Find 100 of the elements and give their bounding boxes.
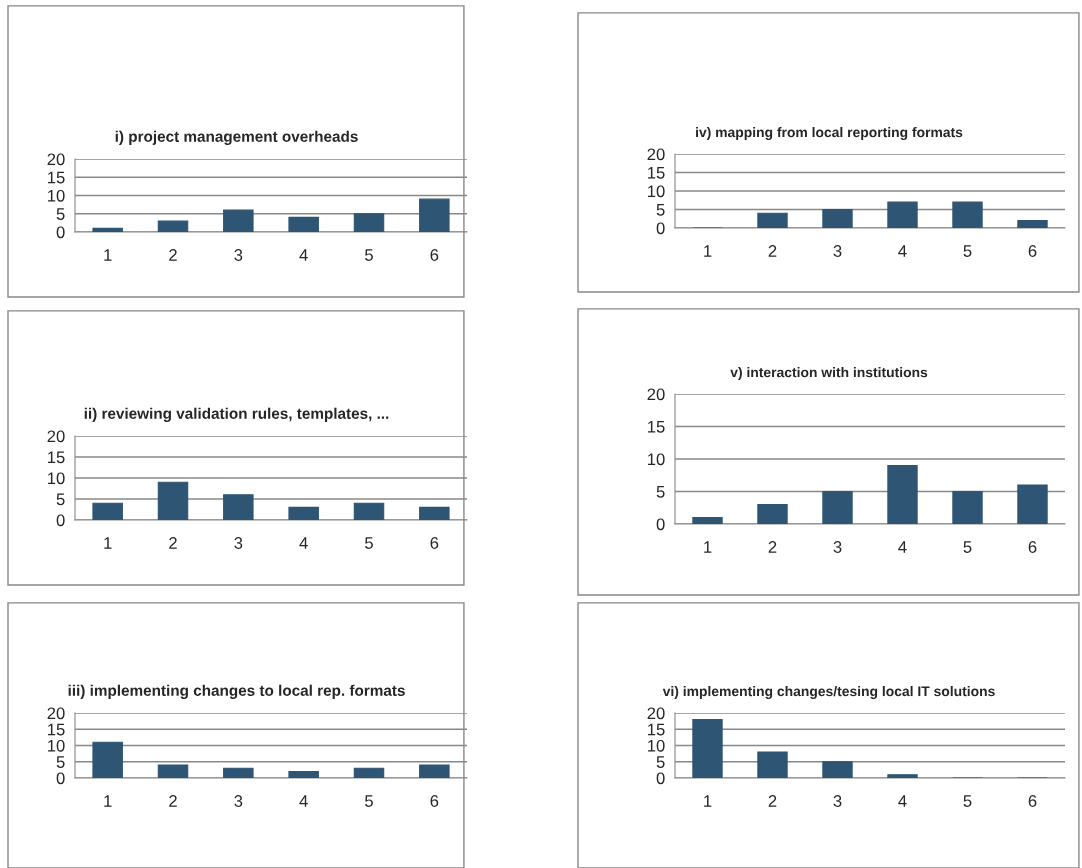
x-tick-label: 4 [299, 537, 308, 549]
bar [419, 764, 450, 778]
bar [757, 212, 788, 228]
x-tick-label: 3 [833, 541, 842, 553]
bar [1017, 220, 1048, 228]
x-tick-label: 3 [833, 245, 842, 257]
bar [1017, 484, 1048, 524]
bar [92, 227, 123, 232]
x-tick-label: 4 [898, 245, 907, 257]
bar [92, 741, 123, 778]
y-tick-label: 15 [48, 171, 65, 184]
x-tick-label: 4 [299, 795, 308, 807]
bar [223, 494, 254, 520]
x-tick-label: 2 [768, 541, 777, 553]
y-tick-label: 5 [656, 204, 665, 216]
bar [288, 506, 319, 520]
x-tick-label: 5 [365, 537, 373, 549]
bar [353, 767, 385, 778]
y-tick-label: 20 [47, 707, 65, 720]
bar [822, 208, 853, 228]
bar [887, 464, 918, 524]
y-tick-label: 10 [648, 453, 665, 466]
y-tick-label: 10 [48, 739, 65, 752]
x-tick-label: 2 [768, 795, 777, 807]
bar [157, 764, 189, 778]
bar [887, 774, 918, 778]
y-tick-label: 20 [47, 430, 65, 443]
bar [157, 481, 189, 520]
x-tick-label: 2 [768, 245, 777, 257]
y-tick-label: 15 [48, 723, 65, 736]
x-tick-label: 6 [1028, 795, 1037, 807]
x-tick-label: 4 [898, 795, 907, 807]
x-tick-label: 2 [169, 537, 177, 549]
bar [692, 516, 723, 524]
x-tick-label: 1 [704, 541, 712, 553]
x-tick-label: 2 [169, 795, 177, 807]
y-tick-label: 5 [656, 486, 665, 498]
x-tick-label: 6 [430, 795, 439, 807]
y-tick-label: 20 [647, 148, 665, 161]
y-tick-label: 20 [647, 707, 665, 720]
x-tick-label: 1 [104, 537, 112, 549]
x-tick-label: 1 [104, 249, 112, 261]
bar [952, 490, 983, 524]
y-tick-label: 10 [648, 185, 665, 198]
bar [757, 503, 788, 524]
y-tick-label: 10 [48, 189, 65, 202]
bar [822, 490, 853, 524]
x-tick-label: 1 [704, 245, 712, 257]
bar [288, 770, 319, 778]
x-tick-label: 1 [704, 795, 712, 807]
y-tick-label: 15 [648, 421, 665, 433]
x-tick-label: 6 [1028, 541, 1037, 553]
y-tick-label: 0 [656, 222, 665, 235]
y-tick-label: 20 [647, 388, 665, 401]
x-tick-label: 5 [963, 541, 972, 553]
x-tick-label: 5 [365, 249, 373, 261]
bar [223, 767, 254, 778]
x-tick-label: 5 [963, 245, 972, 257]
x-tick-label: 1 [104, 795, 112, 807]
bar [157, 220, 189, 232]
x-tick-label: 4 [898, 541, 907, 553]
chart-title: vi) implementing changes/tesing local IT solutions [662, 685, 995, 699]
bar [92, 502, 123, 520]
y-tick-label: 5 [56, 493, 65, 506]
y-tick-label: 15 [48, 451, 65, 464]
chart-title: ii) reviewing validation rules, templates, ... [84, 407, 389, 422]
x-tick-label: 5 [365, 795, 373, 807]
y-tick-label: 10 [48, 472, 65, 485]
x-tick-label: 3 [234, 249, 243, 261]
bar [692, 718, 723, 778]
x-tick-label: 6 [430, 537, 439, 549]
bar [353, 502, 385, 520]
x-tick-label: 5 [963, 795, 972, 807]
x-tick-label: 2 [169, 249, 177, 261]
chart-title: iii) implementing changes to local rep. formats [68, 684, 405, 699]
chart-title: i) project management overheads [115, 130, 358, 145]
x-tick-label: 3 [234, 537, 243, 549]
y-tick-label: 0 [656, 772, 665, 785]
bar [887, 201, 918, 228]
y-tick-label: 20 [47, 153, 65, 166]
chart-title: v) interaction with institutions [730, 367, 928, 380]
y-tick-label: 0 [56, 226, 65, 239]
y-tick-label: 15 [648, 167, 665, 179]
x-tick-label: 3 [234, 795, 243, 807]
y-tick-label: 0 [56, 514, 65, 527]
bar [288, 216, 319, 232]
x-tick-label: 3 [833, 795, 842, 807]
chart-title: iv) mapping from local reporting formats [696, 126, 963, 140]
y-tick-label: 0 [656, 518, 665, 531]
x-tick-label: 6 [430, 249, 439, 261]
bar [419, 506, 450, 520]
y-tick-label: 5 [56, 208, 65, 220]
x-tick-label: 4 [299, 249, 308, 261]
bar [353, 213, 385, 232]
y-tick-label: 15 [648, 723, 665, 736]
bar [419, 198, 450, 232]
bar [822, 761, 853, 778]
bar [223, 209, 254, 232]
bar [757, 751, 788, 778]
x-tick-label: 6 [1028, 245, 1037, 257]
